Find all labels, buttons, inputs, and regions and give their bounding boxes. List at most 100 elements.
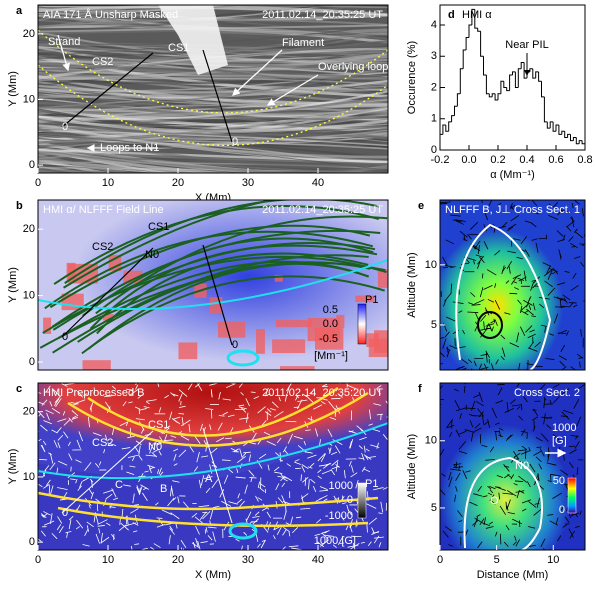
histogram-step — [478, 28, 481, 31]
histogram-step — [518, 69, 521, 88]
annotation: CS2 — [92, 241, 113, 253]
alpha-patch — [256, 329, 265, 354]
plot-frame — [440, 5, 585, 150]
annotation: CS2 — [92, 56, 113, 68]
colorbar-label: 1000 — [329, 480, 353, 492]
y-axis-label: Altitude (Mm) — [406, 252, 418, 317]
y-axis-label: Occurence (%) — [406, 41, 418, 114]
histogram-step — [457, 94, 460, 107]
vector-arrow — [139, 409, 140, 414]
x-tick-label: 10 — [102, 177, 114, 189]
panel-timestamp: 2011.02.14_20:35:20 UT — [262, 387, 383, 399]
annotation: Strand — [48, 36, 80, 48]
x-tick-label: 20 — [172, 554, 184, 566]
histogram-step — [463, 50, 466, 69]
x-tick-label: 0 — [437, 554, 443, 566]
panel-timestamp: 2011.02.14_20:35:25 UT — [262, 9, 383, 21]
histogram-step — [504, 81, 507, 87]
y-tick-label: 20 — [23, 406, 35, 418]
panel-title: AIA 171 Å Unsharp Masked — [43, 8, 178, 21]
panel-title: HMI α/ NLFFF Field Line — [43, 204, 164, 216]
histogram-step — [466, 38, 469, 51]
vector-arrow — [251, 392, 256, 393]
annotation: CS1 — [148, 419, 169, 431]
vector-arrow — [585, 308, 589, 310]
annotation: O — [490, 495, 499, 507]
y-tick-label: 10 — [425, 259, 437, 271]
y-tick-label: 20 — [23, 28, 35, 40]
histogram-step — [449, 122, 452, 131]
y-tick-label: 10 — [23, 471, 35, 483]
panel-timestamp: 2011.02.14_20:35:25 UT — [262, 204, 383, 216]
annotation: N0 — [148, 441, 162, 453]
y-axis-label: Altitude (Mm) — [406, 434, 418, 499]
y-tick-label: 5 — [431, 502, 437, 514]
annotation: 0 — [232, 136, 238, 148]
vector-arrow — [157, 518, 163, 519]
image-panel — [436, 192, 590, 375]
vector-arrow — [294, 407, 299, 408]
histogram-step — [498, 94, 501, 100]
annotation: A — [205, 473, 213, 485]
histogram-step — [481, 31, 484, 56]
y-tick-label: 0 — [29, 159, 35, 171]
annotation: 1000 — [552, 422, 576, 434]
image-panel — [31, 377, 393, 558]
histogram-step — [486, 75, 489, 94]
annotation: P1 — [365, 294, 378, 306]
vector-arrow — [561, 306, 570, 307]
histogram-step — [469, 25, 472, 38]
annotation: Near PIL — [505, 39, 548, 51]
annotation: CS1 — [148, 221, 169, 233]
alpha-patch — [272, 339, 305, 353]
colorbar-label: 1000 [G] — [314, 535, 356, 547]
x-tick-label: 10 — [547, 554, 559, 566]
vector-arrow — [97, 504, 98, 511]
panel-timestamp: Cross Sect. 1 — [514, 204, 580, 216]
annotation: C — [115, 479, 123, 491]
annotation: N0 — [145, 249, 159, 261]
annotation: 0 — [62, 121, 68, 133]
y-tick-label: 0 — [29, 356, 35, 368]
panel-letter: a — [16, 5, 23, 17]
x-axis-label: α (Mm⁻¹) — [490, 169, 535, 181]
histogram-step — [452, 116, 455, 122]
alpha-patch — [218, 322, 245, 338]
vector-arrow — [249, 377, 253, 383]
image-panel — [38, 0, 388, 201]
x-tick-label: 0 — [35, 177, 41, 189]
y-tick-label: 0 — [431, 144, 437, 156]
x-tick-label: 10 — [102, 554, 114, 566]
panel-title: NLFFF B, J⊥ — [445, 204, 511, 216]
colorbar-label: -0.5 — [319, 333, 338, 345]
colorbar — [568, 478, 576, 513]
alpha-patch — [178, 342, 197, 359]
x-tick-label: 0 — [35, 554, 41, 566]
histogram-step — [539, 72, 542, 81]
vector-arrow — [142, 549, 143, 557]
image-panel — [38, 193, 404, 389]
image-background — [440, 200, 585, 370]
y-axis-label: Y (Mm) — [7, 267, 19, 303]
x-tick-label: 0.8 — [577, 154, 592, 166]
y-tick-label: 4 — [431, 19, 437, 31]
y-tick-label: 20 — [23, 223, 35, 235]
x-tick-label: 40 — [312, 177, 324, 189]
annotation: A — [485, 322, 493, 334]
y-tick-label: 0 — [29, 536, 35, 548]
annotation: 0 — [62, 331, 68, 343]
annotation: CS1 — [168, 42, 189, 54]
colorbar-label: 0.5 — [323, 304, 338, 316]
colorbar-label: -1000 — [325, 510, 353, 522]
colorbar-label: 50 — [553, 475, 565, 487]
x-axis-label: X (Mm) — [195, 569, 231, 581]
panel-letter: d — [448, 9, 455, 21]
annotation: 0 — [62, 507, 68, 519]
histogram-step — [510, 75, 513, 91]
colorbar — [358, 304, 366, 344]
x-tick-label: 0.2 — [490, 154, 505, 166]
x-tick-label: 5 — [494, 554, 500, 566]
panel-title: HMI Preprocessed B — [43, 387, 144, 399]
x-tick-label: 0.6 — [548, 154, 563, 166]
